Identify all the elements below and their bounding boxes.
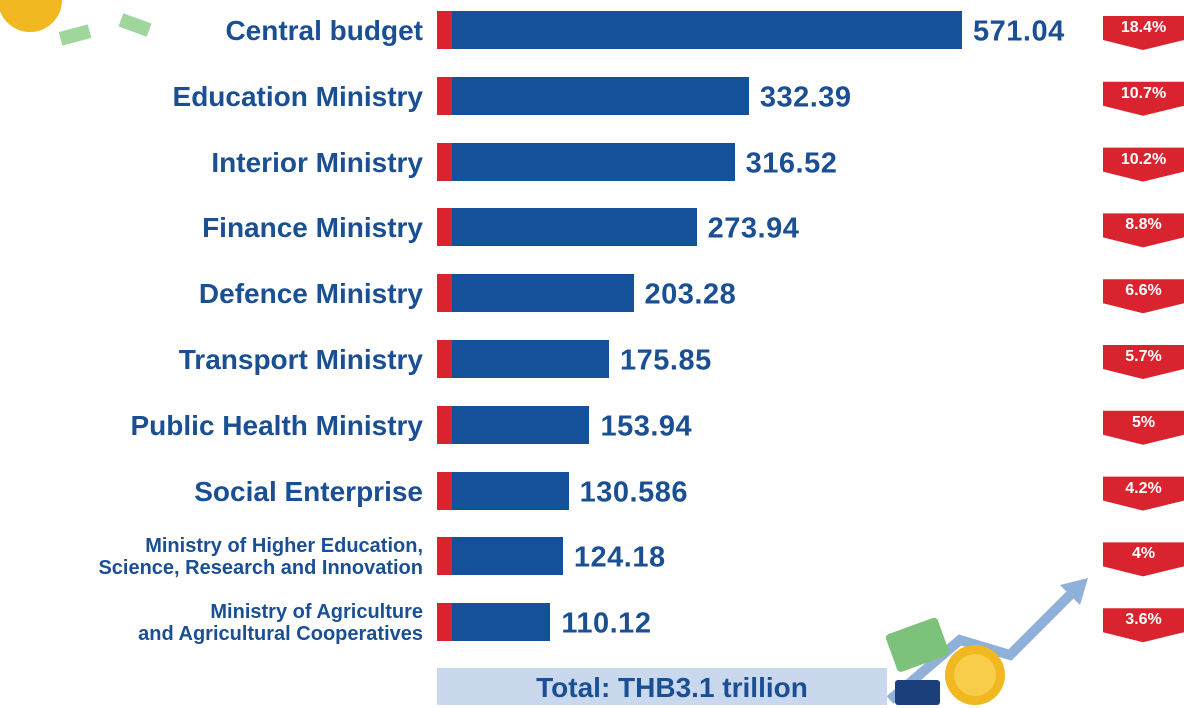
arrow-head [1060,578,1088,605]
value-label: 316.52 [745,147,838,180]
bar [452,142,735,181]
percentage-label: 6.6% [1125,282,1162,300]
category-label: Interior Ministry [211,146,423,178]
bar-accent [437,11,452,49]
percentage-label: 5% [1131,413,1156,431]
bar [452,76,749,115]
value-label: 110.12 [561,607,652,640]
coin-icon-corner [0,0,62,32]
bar-accent [437,603,452,642]
percentage-label: 18.4% [1120,19,1167,36]
category-label: Ministry of Agriculture and Agricultural… [138,601,423,646]
value-label: 273.94 [707,212,800,245]
percentage-arrow [1103,81,1184,116]
bar-accent [437,274,452,313]
bar-accent [437,208,452,247]
percentage-label: 4.2% [1125,479,1162,497]
bar [452,537,563,576]
percentage-arrow [1103,542,1184,577]
category-label: Defence Ministry [198,278,423,310]
value-label: 571.04 [973,15,1065,48]
percentage-arrow [1103,410,1184,445]
percentage-label: 3.6% [1125,611,1162,629]
percentage-label: 10.7% [1120,84,1167,102]
banknote-icon [885,617,950,672]
category-label: Ministry of Higher Education, Science, R… [98,535,423,580]
value-label: 203.28 [644,278,737,311]
category-label: Social Enterprise [194,475,423,507]
category-label: Finance Ministry [202,212,423,244]
coin-icon-inner [954,654,996,696]
percentage-label: 4% [1131,545,1156,563]
bar-accent [437,405,452,444]
bar-accent [437,142,452,181]
bar [452,208,697,247]
bar [452,603,551,642]
percentage-arrow [1103,476,1184,511]
percentage-arrow [1103,213,1184,248]
value-label: 332.39 [759,81,852,114]
percentage-label: 5.7% [1125,348,1162,365]
bar [452,405,590,444]
percentage-label: 10.2% [1120,150,1167,168]
percentage-arrow [1103,16,1184,50]
percentage-arrow [1103,279,1184,314]
bar [452,11,962,49]
percentage-label: 8.8% [1125,216,1162,234]
banknote-corner [58,24,92,46]
percentage-arrow [1103,147,1184,182]
briefcase-icon [895,680,940,705]
bar [452,471,569,510]
total-band [437,668,887,705]
banknote-corner [118,13,152,37]
percentage-arrow [1103,608,1184,643]
value-label: 130.586 [579,476,688,509]
percentage-arrow [1103,345,1184,379]
value-label: 124.18 [573,541,666,574]
bar [452,340,610,378]
bar-accent [437,537,452,576]
bar-accent [437,340,452,378]
value-label: 153.94 [600,410,693,443]
category-label: Education Ministry [172,80,423,112]
bar-accent [437,76,452,115]
category-label: Public Health Ministry [130,409,424,441]
chart-title: Total: THB3.1 trillion [536,672,808,703]
value-label: 175.85 [620,344,712,377]
bar [452,274,634,313]
category-label: Central budget [225,15,423,46]
bar-accent [437,471,452,510]
category-label: Transport Ministry [178,344,423,375]
